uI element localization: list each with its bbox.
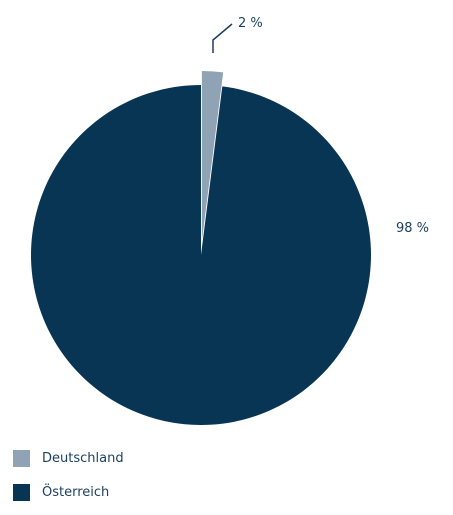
legend: Deutschland Österreich xyxy=(13,447,124,515)
legend-swatch-oesterreich xyxy=(13,483,30,501)
legend-item-deutschland: Deutschland xyxy=(13,447,124,469)
slice-label-deutschland: 2 % xyxy=(238,16,263,31)
label-leader-line xyxy=(212,23,233,53)
pie-chart: 2 % 98 % xyxy=(31,16,429,425)
legend-label-deutschland: Deutschland xyxy=(42,450,124,466)
pie-slice-deutschland xyxy=(201,71,224,242)
legend-swatch-deutschland xyxy=(13,449,30,467)
legend-label-oesterreich: Österreich xyxy=(42,484,110,500)
pie-slice-oesterreich xyxy=(31,85,372,425)
slice-label-oesterreich: 98 % xyxy=(396,221,429,236)
legend-item-oesterreich: Österreich xyxy=(13,481,124,503)
